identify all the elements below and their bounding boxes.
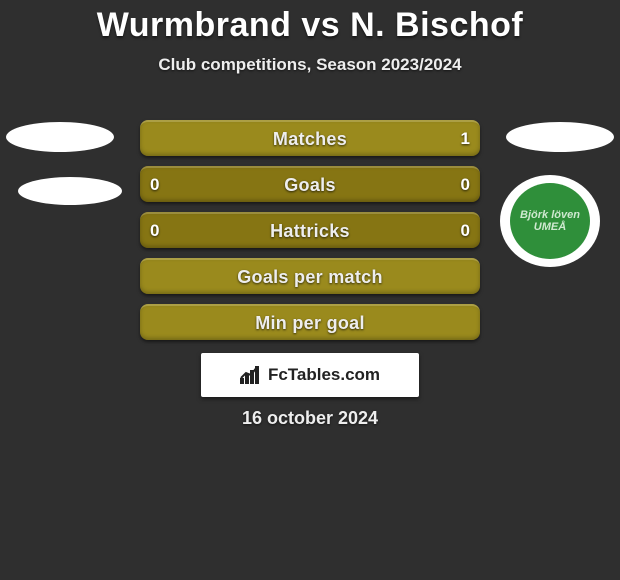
club-logo-text: Björk löven UMEÅ — [510, 209, 590, 233]
date-text: 16 october 2024 — [0, 408, 620, 429]
stat-row-matches: Matches 1 — [140, 120, 480, 156]
stat-right-value: 0 — [461, 214, 470, 248]
right-club-badge: Björk löven UMEÅ — [500, 175, 600, 267]
stat-label: Goals — [140, 168, 480, 202]
brand-text: FcTables.com — [268, 365, 380, 385]
stat-row-hattricks: 0 Hattricks 0 — [140, 212, 480, 248]
page-title: Wurmbrand vs N. Bischof — [0, 0, 620, 45]
stat-label: Hattricks — [140, 214, 480, 248]
chart-icon — [240, 366, 262, 384]
brand-box[interactable]: FcTables.com — [201, 353, 419, 397]
stat-label: Min per goal — [140, 306, 480, 340]
right-player-badge-1 — [506, 122, 614, 152]
left-player-badge-2 — [18, 177, 122, 205]
stats-bars: Matches 1 0 Goals 0 0 Hattricks 0 Goals … — [140, 120, 480, 350]
stat-right-value: 0 — [461, 168, 470, 202]
stat-label: Goals per match — [140, 260, 480, 294]
club-logo-icon: Björk löven UMEÅ — [510, 183, 590, 259]
stat-label: Matches — [140, 122, 480, 156]
left-player-badge-1 — [6, 122, 114, 152]
stat-row-min-per-goal: Min per goal — [140, 304, 480, 340]
stat-row-goals-per-match: Goals per match — [140, 258, 480, 294]
stat-row-goals: 0 Goals 0 — [140, 166, 480, 202]
stat-right-value: 1 — [461, 122, 470, 156]
subtitle: Club competitions, Season 2023/2024 — [0, 55, 620, 75]
